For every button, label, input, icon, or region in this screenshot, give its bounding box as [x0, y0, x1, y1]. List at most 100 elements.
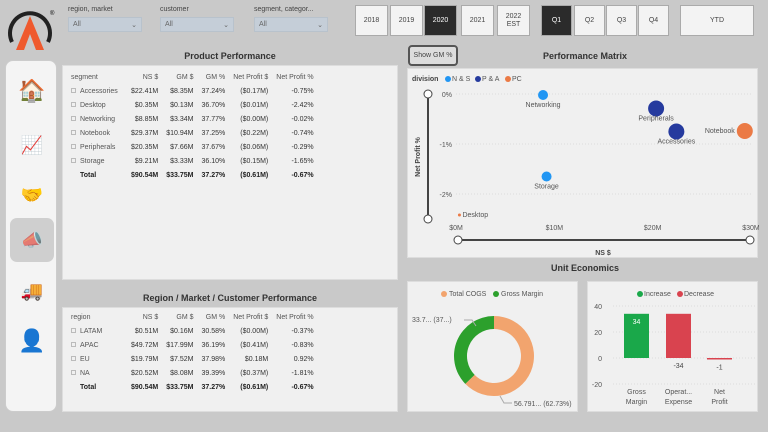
expand-icon[interactable]	[71, 87, 76, 93]
column-header[interactable]: region	[71, 313, 91, 321]
waterfall-bar[interactable]	[666, 313, 691, 358]
year-button-0[interactable]: 2018	[355, 5, 388, 36]
cell[interactable]: NA	[67, 366, 127, 380]
cell-text: 0.92%	[293, 355, 314, 363]
nav-home[interactable]: 🏠	[10, 69, 54, 113]
quarter-button-3[interactable]: Q4	[638, 5, 669, 36]
cell: $8.85M	[127, 112, 162, 126]
nav-growth[interactable]: 📈	[10, 123, 54, 167]
slider-handle[interactable]	[423, 214, 433, 224]
expand-icon[interactable]	[71, 341, 76, 347]
expand-icon[interactable]	[71, 129, 76, 135]
waterfall-bar[interactable]	[707, 358, 732, 360]
column-header[interactable]: GM $	[176, 73, 194, 81]
legend-label[interactable]: Increase	[644, 291, 671, 298]
nav-executive[interactable]: 👤	[10, 319, 54, 363]
cell-text: -0.74%	[291, 129, 314, 137]
show-gm-button[interactable]: Show GM %	[408, 45, 458, 66]
cell[interactable]: Storage	[67, 154, 127, 168]
legend-label[interactable]: PC	[512, 76, 522, 83]
table-row: LATAM $0.51M $0.16M 30.58% ($0.00M) -0.37%	[67, 324, 318, 338]
x-tick-label: Profit	[711, 399, 727, 406]
cell[interactable]: Desktop	[67, 98, 127, 112]
cell: $49.72M	[127, 338, 162, 352]
column-header[interactable]: NS $	[142, 73, 159, 81]
y-tick-label: 20	[594, 330, 602, 337]
nav-marketing[interactable]: 📣	[10, 218, 54, 262]
nav-deals[interactable]: 🤝	[10, 173, 54, 217]
table-row: EU $19.79M $7.52M 37.98% $0.18M 0.92%	[67, 352, 318, 366]
cell-text: $49.72M	[131, 341, 159, 349]
year-button-1[interactable]: 2019	[390, 5, 423, 36]
scatter-point[interactable]	[648, 100, 665, 117]
point-label: Networking	[526, 102, 561, 109]
quarter-button-0[interactable]: Q1	[541, 5, 572, 36]
expand-icon[interactable]	[71, 157, 76, 163]
y-tick-label: 0	[598, 356, 602, 363]
cell: $10.94M	[162, 126, 197, 140]
ytd-button[interactable]: YTD	[680, 5, 754, 36]
filter-dropdown[interactable]: All ⌄	[160, 17, 234, 32]
waterfall-bar[interactable]	[624, 313, 649, 358]
scatter-point[interactable]	[541, 171, 552, 182]
cell-text: 37.25%	[201, 129, 226, 137]
filter-label: region, market	[68, 6, 113, 13]
scatter-point[interactable]	[538, 90, 549, 100]
column-header[interactable]: Net Profit %	[276, 313, 314, 321]
cell[interactable]: EU	[67, 352, 127, 366]
year-button-4[interactable]: 2022 EST	[497, 5, 530, 36]
slider-handle[interactable]	[745, 235, 755, 245]
legend-label[interactable]: Decrease	[684, 291, 714, 298]
legend-label[interactable]: N & S	[452, 76, 471, 83]
slider-handle[interactable]	[423, 89, 433, 99]
donut-slice[interactable]	[454, 316, 494, 384]
cell-text: -0.83%	[291, 341, 314, 349]
cell[interactable]: Notebook	[67, 126, 127, 140]
cell[interactable]: APAC	[67, 338, 127, 352]
cell[interactable]: LATAM	[67, 324, 127, 338]
cell-text: EU	[80, 355, 90, 363]
year-button-3[interactable]: 2021	[461, 5, 494, 36]
cell: -1.81%	[272, 366, 317, 380]
slider-handle[interactable]	[453, 235, 463, 245]
expand-icon[interactable]	[71, 355, 76, 361]
column-header[interactable]: GM $	[176, 313, 194, 321]
column-header[interactable]: Net Profit $	[233, 73, 269, 81]
cell[interactable]: Networking	[67, 112, 127, 126]
filter-value: All	[259, 21, 267, 28]
quarter-button-1[interactable]: Q2	[574, 5, 605, 36]
column-header[interactable]: NS $	[142, 313, 159, 321]
filter-dropdown[interactable]: All ⌄	[254, 17, 328, 32]
expand-icon[interactable]	[71, 327, 76, 333]
scatter-point[interactable]	[668, 123, 685, 140]
column-header[interactable]: Net Profit $	[233, 313, 269, 321]
column-header[interactable]: segment	[71, 73, 98, 81]
cell-text: -2.42%	[291, 101, 314, 109]
quarter-button-2[interactable]: Q3	[606, 5, 637, 36]
scatter-point[interactable]	[736, 123, 753, 139]
scatter-point[interactable]	[457, 213, 461, 217]
y-tick-label: -2%	[440, 192, 452, 199]
column-header[interactable]: GM %	[205, 313, 226, 321]
data-label: -34	[673, 363, 683, 370]
column-header[interactable]: GM %	[205, 73, 226, 81]
expand-icon[interactable]	[71, 369, 76, 375]
legend-label[interactable]: Total COGS	[449, 291, 487, 298]
nav-supply-chain[interactable]: 🚚	[10, 269, 54, 313]
column-header[interactable]: Net Profit %	[276, 73, 314, 81]
cell: 0.92%	[272, 352, 317, 366]
cell[interactable]: Peripherals	[67, 140, 127, 154]
cell: 36.10%	[198, 154, 230, 168]
expand-icon[interactable]	[71, 101, 76, 107]
legend-label[interactable]: Gross Margin	[501, 291, 543, 298]
cell[interactable]: Accessories	[67, 84, 127, 98]
filter-dropdown[interactable]: All ⌄	[68, 17, 142, 32]
year-button-2[interactable]: 2020	[424, 5, 457, 36]
cell: 37.25%	[198, 126, 230, 140]
cell-text: -1.65%	[291, 157, 314, 165]
expand-icon[interactable]	[71, 115, 76, 121]
cell-text: $3.33M	[170, 157, 194, 165]
legend-label[interactable]: P & A	[482, 76, 500, 83]
donut-slice[interactable]	[465, 316, 534, 396]
expand-icon[interactable]	[71, 143, 76, 149]
